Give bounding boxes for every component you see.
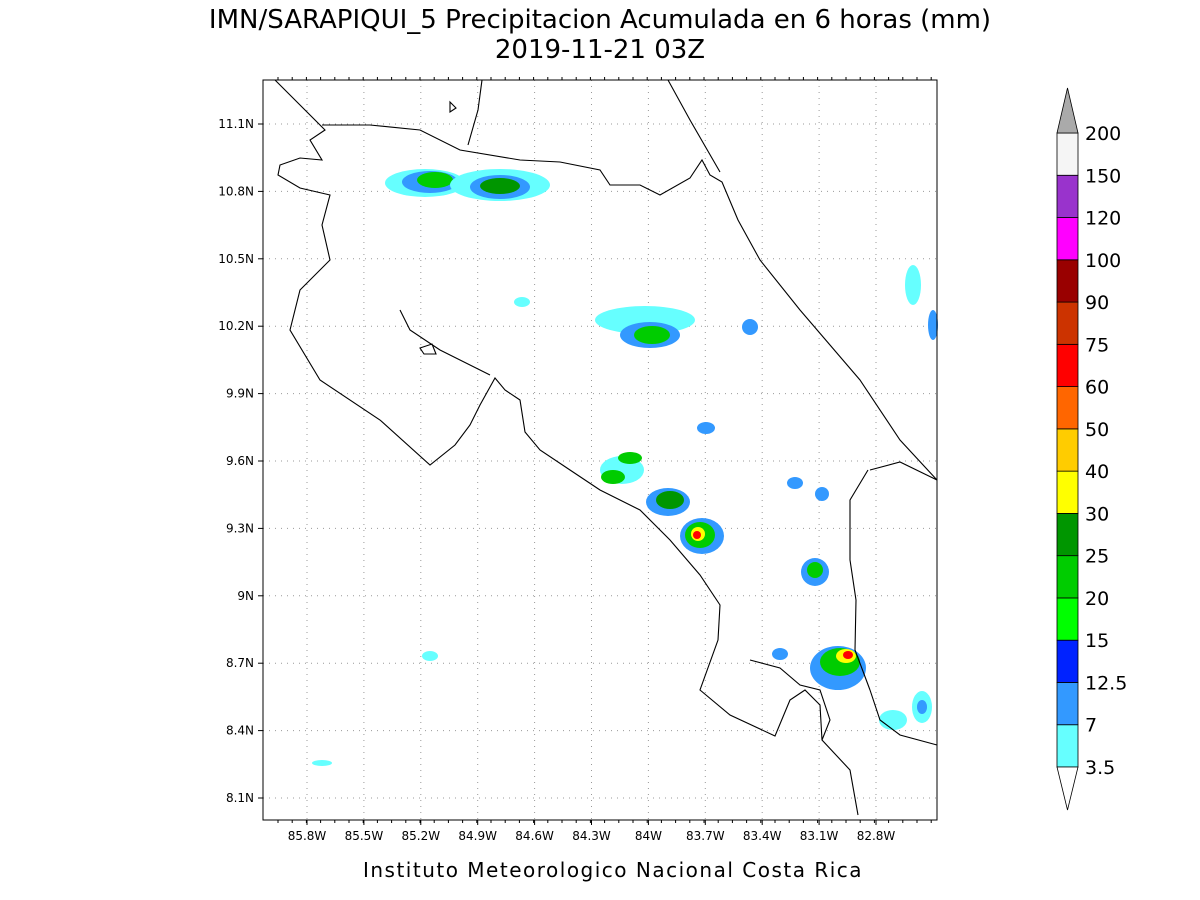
colorbar-label: 7: [1085, 715, 1097, 737]
colorbar-label: 3.5: [1085, 757, 1115, 779]
colorbar-segment: [1056, 724, 1079, 768]
axis-ticks: 85.8W 85.5W 85.2W 84.9W 84.6W 84.3W 84W 83.7W 83…: [218, 77, 932, 843]
x-tick-label: 85.2W: [402, 829, 441, 843]
colorbar-segment: [1056, 428, 1079, 472]
precip-fields: [312, 169, 938, 766]
x-tick-label: 83.4W: [743, 829, 782, 843]
colorbar-segment: [1056, 217, 1079, 261]
colorbar-segment: [1056, 513, 1079, 557]
y-tick-label: 11.1N: [218, 117, 254, 131]
colorbar-label: 200: [1085, 123, 1121, 145]
x-tick-label: 84.6W: [515, 829, 554, 843]
colorbar-segment: [1056, 682, 1079, 726]
subtitle: 2019-11-21 03Z: [495, 35, 705, 65]
colorbar-label: 40: [1085, 461, 1109, 483]
colorbar-segment: [1056, 555, 1079, 599]
title: IMN/SARAPIQUI_5 Precipitacion Acumulada …: [209, 5, 991, 35]
colorbar-label: 20: [1085, 588, 1109, 610]
x-tick-label: 84W: [635, 829, 662, 843]
footer: Instituto Meteorologico Nacional Costa R…: [363, 858, 863, 882]
colorbar-segment: [1056, 386, 1079, 430]
colorbar-label: 150: [1085, 165, 1121, 187]
y-tick-label: 9.9N: [226, 387, 254, 401]
colorbar-segment: [1056, 259, 1079, 303]
colorbar-label: 100: [1085, 250, 1121, 272]
colorbar-label: 12.5: [1085, 672, 1127, 694]
y-tick-label: 9.6N: [226, 454, 254, 468]
colorbar-label: 120: [1085, 208, 1121, 230]
colorbar-over: [1056, 87, 1079, 134]
colorbar-label: 15: [1085, 630, 1109, 652]
y-tick-label: 10.5N: [218, 252, 254, 266]
x-tick-label: 84.3W: [572, 829, 611, 843]
colorbar-label: 30: [1085, 503, 1109, 525]
colorbar-label: 50: [1085, 419, 1109, 441]
colorbar-label: 90: [1085, 292, 1109, 314]
x-tick-label: 82.8W: [857, 829, 896, 843]
y-tick-label: 10.2N: [218, 319, 254, 333]
colorbar-segment: [1056, 343, 1079, 388]
map-frame: [262, 79, 938, 821]
colorbar-segment: [1056, 132, 1079, 176]
colorbar-under: [1056, 766, 1079, 811]
y-tick-label: 10.8N: [218, 184, 254, 198]
colorbar-segment: [1056, 470, 1079, 514]
x-tick-label: 84.9W: [458, 829, 497, 843]
x-tick-label: 85.5W: [345, 829, 384, 843]
y-tick-label: 8.1N: [226, 791, 254, 805]
x-tick-label: 83.7W: [686, 829, 725, 843]
colorbar-segment: [1056, 301, 1079, 345]
y-tick-label: 9.3N: [226, 521, 254, 535]
y-tick-label: 9N: [237, 589, 254, 603]
colorbar-label: 75: [1085, 334, 1109, 356]
coastlines: [274, 79, 938, 816]
colorbar: 3.5 7 12.5 15 20 25 30 40 50 60 75 90 100 120 150 200: [1056, 87, 1127, 811]
y-tick-label: 8.7N: [226, 656, 254, 670]
y-tick-label: 8.4N: [226, 724, 254, 738]
x-tick-label: 83.1W: [800, 829, 839, 843]
grid: [263, 80, 937, 820]
colorbar-segment: [1056, 597, 1079, 641]
x-tick-label: 85.8W: [288, 829, 327, 843]
colorbar-segment: [1056, 174, 1079, 218]
colorbar-segment: [1056, 639, 1079, 683]
colorbar-label: 60: [1085, 377, 1109, 399]
colorbar-label: 25: [1085, 546, 1109, 568]
